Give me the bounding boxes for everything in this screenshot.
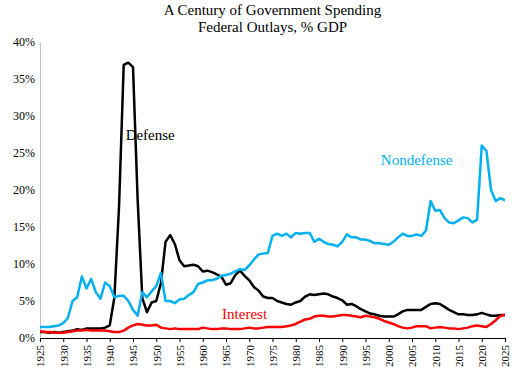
x-tick: 1955 — [174, 338, 186, 367]
x-tick-mark — [133, 338, 134, 342]
series-label: Defense — [126, 127, 175, 143]
x-tick-label: 1925 — [34, 345, 46, 368]
x-tick: 1985 — [313, 338, 325, 367]
y-tick: 5% — [19, 294, 40, 308]
x-tick: 1965 — [220, 338, 232, 367]
x-tick-label: 1965 — [220, 345, 232, 368]
series-line — [40, 63, 505, 333]
y-tick: 20% — [13, 183, 40, 197]
plot: 0% 5% 10% 15% 20% 25% 30% 35% 40% 1925 1930 1935 194… — [13, 35, 511, 367]
y-tick-label: 40% — [13, 35, 35, 49]
y-tick-label: 35% — [13, 72, 35, 86]
x-tick-mark — [63, 338, 64, 342]
y-axis: 0% 5% 10% 15% 20% 25% 30% 35% 40% — [13, 35, 41, 345]
x-tick-mark — [203, 338, 204, 342]
x-tick-mark — [342, 338, 343, 342]
lines — [40, 63, 505, 333]
x-tick-mark — [319, 338, 320, 342]
chart: A Century of Government SpendingFederal … — [0, 0, 512, 376]
x-tick-label: 2010 — [430, 345, 442, 368]
x-tick: 1995 — [360, 338, 372, 367]
y-tick-label: 15% — [13, 220, 35, 234]
x-tick-mark — [110, 338, 111, 342]
x-tick-mark — [389, 338, 390, 342]
x-tick: 2015 — [453, 338, 465, 367]
title: A Century of Government Spending — [164, 2, 382, 18]
x-tick: 1925 — [34, 338, 46, 367]
x-tick: 1970 — [244, 338, 256, 367]
x-tick-mark — [40, 338, 41, 342]
x-tick-label: 1960 — [197, 345, 209, 368]
x-tick-label: 2025 — [499, 345, 511, 368]
x-tick: 1930 — [58, 338, 70, 367]
x-tick-mark — [412, 338, 413, 342]
x-tick: 2005 — [406, 338, 418, 367]
x-tick: 2010 — [430, 338, 442, 367]
x-tick-mark — [273, 338, 274, 342]
x-tick-mark — [459, 338, 460, 342]
x-tick-label: 1980 — [290, 345, 302, 368]
x-tick-label: 2020 — [476, 345, 488, 368]
y-tick-label: 20% — [13, 183, 35, 197]
y-tick-label: 5% — [19, 294, 35, 308]
series-line — [40, 146, 505, 327]
x-tick-mark — [505, 338, 506, 342]
y-tick: 30% — [13, 109, 40, 123]
x-tick: 1935 — [81, 338, 93, 367]
x-axis: 1925 1930 1935 1940 1945 1950 1955 1960 1965 1970… — [34, 338, 511, 367]
x-tick: 1950 — [151, 338, 163, 367]
series-line — [40, 315, 505, 333]
x-axis-line — [41, 339, 506, 343]
x-tick-mark — [366, 338, 367, 342]
x-tick-mark — [296, 338, 297, 342]
x-tick-mark — [180, 338, 181, 342]
y-tick-label: 30% — [13, 109, 35, 123]
subtitle: Federal Outlays, % GDP — [198, 19, 347, 35]
x-tick-label: 2000 — [383, 345, 395, 368]
x-tick-mark — [435, 338, 436, 342]
y-tick-label: 10% — [13, 257, 35, 271]
y-tick: 15% — [13, 220, 40, 234]
x-tick: 1980 — [290, 338, 302, 367]
x-tick-label: 1935 — [81, 345, 93, 368]
x-tick-label: 2015 — [453, 345, 465, 368]
x-tick-label: 1940 — [104, 345, 116, 368]
y-tick: 0% — [19, 331, 40, 345]
x-tick-label: 2005 — [406, 345, 418, 368]
series-label: Interest — [222, 306, 268, 322]
x-tick-label: 1930 — [58, 345, 70, 368]
y-axis-line — [40, 43, 41, 339]
series-label: Nondefense — [381, 152, 453, 168]
x-tick: 2020 — [476, 338, 488, 367]
x-tick: 1945 — [127, 338, 139, 367]
x-tick-label: 1950 — [151, 345, 163, 368]
x-tick-label: 1975 — [267, 345, 279, 368]
y-tick: 40% — [13, 35, 40, 49]
x-tick-label: 1945 — [127, 345, 139, 368]
y-tick: 25% — [13, 146, 40, 160]
x-tick: 2000 — [383, 338, 395, 367]
x-tick-label: 1995 — [360, 345, 372, 368]
x-tick-label: 1970 — [244, 345, 256, 368]
x-tick: 1975 — [267, 338, 279, 367]
x-tick: 2025 — [499, 338, 511, 367]
x-tick-label: 1955 — [174, 345, 186, 368]
x-tick-mark — [87, 338, 88, 342]
y-tick-label: 0% — [19, 331, 35, 345]
y-tick: 35% — [13, 72, 40, 86]
x-tick: 1960 — [197, 338, 209, 367]
x-tick-mark — [156, 338, 157, 342]
x-tick-mark — [249, 338, 250, 342]
x-tick: 1990 — [337, 338, 349, 367]
y-tick-label: 25% — [13, 146, 35, 160]
x-tick-mark — [226, 338, 227, 342]
y-tick: 10% — [13, 257, 40, 271]
x-tick-label: 1985 — [313, 345, 325, 368]
x-tick-label: 1990 — [337, 345, 349, 368]
x-tick: 1940 — [104, 338, 116, 367]
x-tick-mark — [482, 338, 483, 342]
